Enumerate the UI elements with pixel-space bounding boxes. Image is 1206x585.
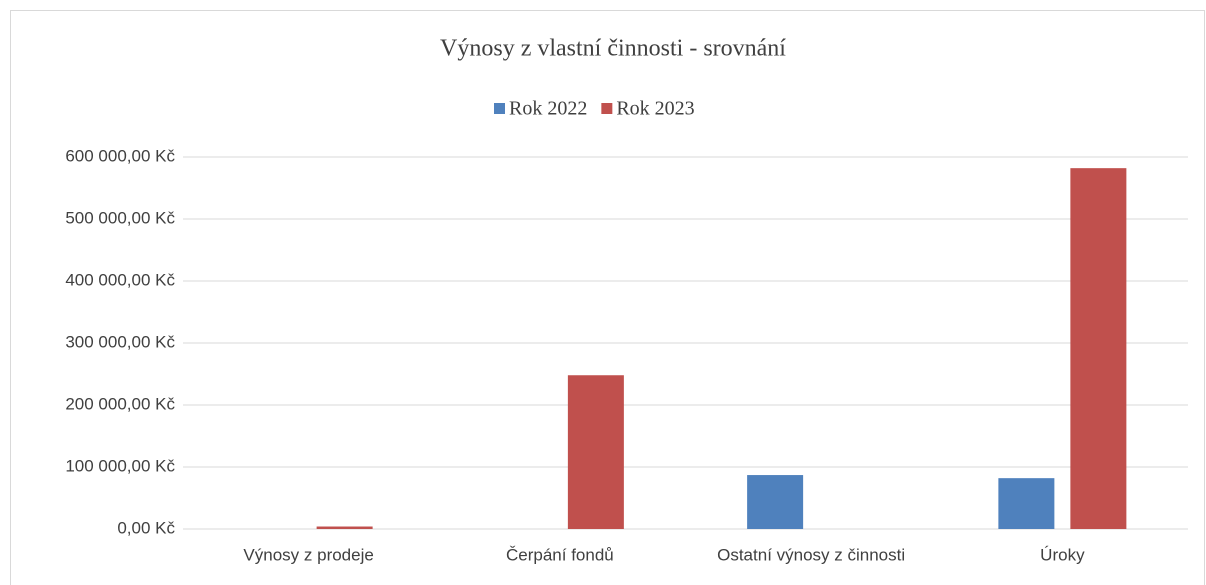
bar <box>998 478 1055 529</box>
bar <box>567 375 624 529</box>
x-tick-label: Čerpání fondů <box>506 545 614 564</box>
chart-title: Výnosy z vlastní činnosti - srovnání <box>440 36 786 62</box>
y-tick-label: 600 000,00 Kč <box>65 146 175 165</box>
y-tick-label: 100 000,00 Kč <box>65 456 175 475</box>
bar <box>316 526 373 529</box>
x-tick-label: Ostatní výnosy z činnosti <box>717 545 905 564</box>
y-tick-label: 500 000,00 Kč <box>65 208 175 227</box>
legend-swatch <box>494 103 505 114</box>
y-tick-label: 300 000,00 Kč <box>65 332 175 351</box>
legend-label: Rok 2022 <box>509 98 587 120</box>
x-tick-label: Výnosy z prodeje <box>243 545 373 564</box>
y-tick-label: 0,00 Kč <box>117 518 175 537</box>
legend-swatch <box>601 103 613 114</box>
y-tick-label: 400 000,00 Kč <box>65 270 175 289</box>
x-tick-label: Úroky <box>1040 545 1085 564</box>
bar <box>747 475 804 529</box>
bar <box>1070 168 1127 529</box>
y-tick-label: 200 000,00 Kč <box>65 394 175 413</box>
legend-label: Rok 2023 <box>616 98 694 120</box>
